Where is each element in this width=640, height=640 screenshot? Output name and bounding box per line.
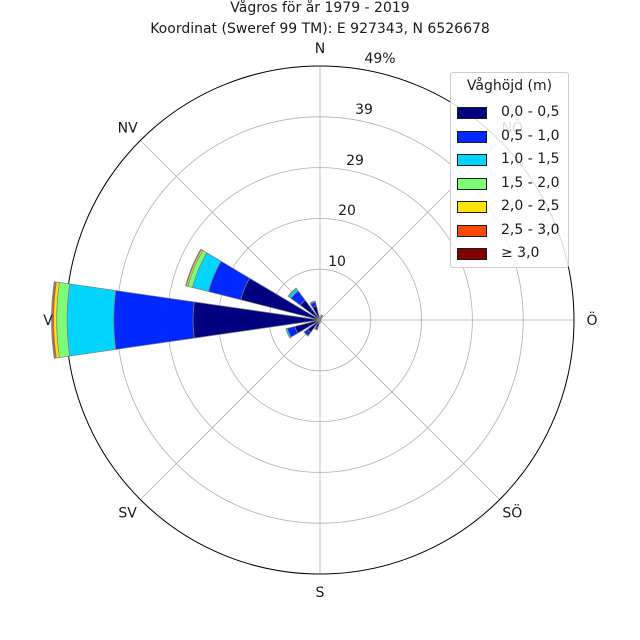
wave-bar-segment	[66, 283, 117, 357]
radial-tick-label: 29	[346, 153, 364, 169]
legend-label: 2,0 - 2,5	[501, 198, 560, 214]
chart-subtitle: Koordinat (Sweref 99 TM): E 927343, N 65…	[150, 21, 490, 37]
wave-bar-segment	[192, 301, 321, 339]
wave-bars	[51, 248, 324, 359]
grid-spoke	[140, 140, 321, 321]
legend: Våghöjd (m) 0,0 - 0,5 0,5 - 1,0 1,0 - 1,5 1…	[450, 72, 569, 268]
wave-bar-segment	[185, 248, 202, 287]
direction-label: SV	[118, 505, 137, 521]
legend-swatch	[457, 201, 487, 213]
legend-swatch	[457, 177, 487, 190]
legend-label: 0,0 - 0,5	[501, 104, 560, 120]
wave-bar-segment	[113, 290, 195, 350]
radial-tick-label: 39	[355, 102, 373, 118]
wave-bar-segment	[320, 314, 324, 317]
legend-label: 0,5 - 1,0	[501, 127, 560, 144]
wave-bar-segment	[51, 281, 56, 359]
direction-label: Ö	[586, 311, 597, 329]
chart-title: Vågros för år 1979 - 2019	[230, 0, 409, 16]
radial-tick-label: 49%	[364, 51, 395, 67]
radial-tick-label: 10	[328, 254, 346, 270]
legend-swatch	[457, 224, 487, 237]
wave-bar-segment	[303, 331, 309, 337]
legend-title: Våghöjd (m)	[466, 78, 553, 94]
legend-label: 1,0 - 1,5	[501, 151, 560, 167]
direction-label: SÖ	[502, 503, 522, 521]
wave-bar-segment	[285, 327, 292, 339]
wave-bar-segment	[309, 300, 316, 305]
grid-spoke	[140, 319, 321, 500]
direction-label: V	[43, 313, 53, 329]
legend-swatch	[457, 154, 487, 166]
legend-swatch	[457, 107, 487, 119]
direction-label: S	[316, 585, 325, 601]
direction-label: NV	[118, 121, 138, 137]
radial-tick-label: 20	[338, 203, 356, 219]
legend-label: ≥ 3,0	[501, 245, 540, 261]
legend-label: 1,5 - 2,0	[501, 174, 560, 191]
direction-label: N	[315, 41, 325, 57]
legend-swatch	[457, 248, 487, 260]
wave-bar-segment	[314, 327, 318, 331]
grid-spoke	[319, 319, 500, 500]
wave-bar-segment	[287, 287, 297, 297]
legend-label: 2,5 - 3,0	[501, 221, 560, 238]
legend-swatch	[457, 130, 487, 143]
wave-bar-segment	[319, 322, 321, 324]
